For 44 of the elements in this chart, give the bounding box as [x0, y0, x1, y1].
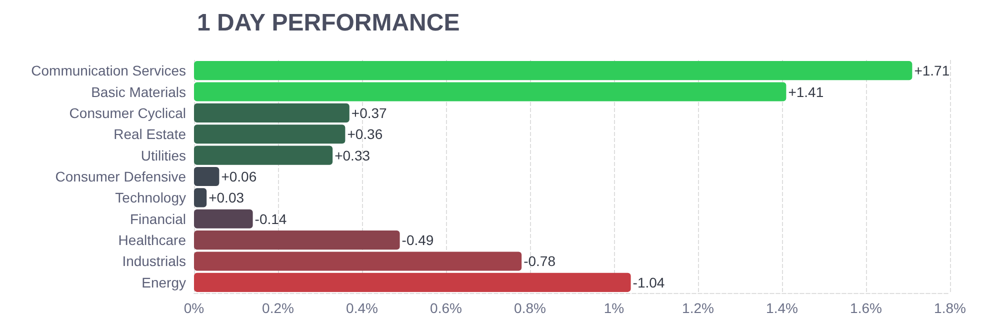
x-tick-label: 1.2% — [682, 300, 714, 316]
data-label: -0.78 — [524, 253, 556, 270]
bar — [194, 252, 522, 271]
bar — [194, 230, 400, 250]
x-tick-label: 0.2% — [262, 300, 294, 316]
bar — [194, 166, 220, 186]
data-label: +1.41 — [788, 84, 824, 100]
bar — [194, 209, 253, 228]
data-label: +0.37 — [351, 104, 388, 121]
chart-title: 1 DAY PERFORMANCE — [197, 10, 460, 36]
data-label: +1.71 — [914, 62, 950, 79]
y-tick-label: Real Estate — [114, 126, 186, 142]
bar — [194, 82, 786, 102]
data-label: +0.36 — [347, 126, 383, 142]
bar — [194, 103, 350, 122]
y-tick-label: Industrials — [122, 253, 186, 270]
data-label: -0.14 — [254, 210, 287, 227]
y-tick-label: Financial — [130, 210, 186, 227]
bar — [194, 146, 333, 165]
y-tick-label: Basic Materials — [91, 84, 186, 100]
y-tick-label: Technology — [115, 190, 186, 206]
data-label: +0.03 — [208, 190, 244, 206]
x-tick-label: 1.8% — [934, 300, 966, 316]
y-tick-label: Healthcare — [118, 232, 186, 248]
data-label: -1.04 — [632, 274, 665, 290]
data-label: +0.06 — [221, 168, 257, 184]
x-tick-label: 0.6% — [430, 300, 462, 316]
data-label: -0.49 — [402, 232, 434, 248]
x-tick-label: 1% — [604, 300, 624, 316]
y-tick-label: Consumer Cyclical — [69, 104, 186, 121]
data-label: +0.33 — [334, 147, 370, 164]
bar — [194, 272, 631, 292]
bar — [194, 61, 912, 80]
x-tick-label: 0.4% — [346, 300, 378, 316]
y-tick-label: Energy — [142, 274, 186, 290]
x-tick-label: 1.6% — [850, 300, 882, 316]
y-tick-label: Communication Services — [31, 62, 186, 79]
bar — [194, 188, 207, 208]
y-tick-label: Utilities — [140, 147, 186, 164]
x-tick-label: 1.4% — [766, 300, 798, 316]
bar — [194, 124, 346, 144]
y-tick-label: Consumer Defensive — [55, 168, 186, 184]
x-tick-label: 0% — [184, 300, 204, 316]
x-tick-label: 0.8% — [514, 300, 546, 316]
